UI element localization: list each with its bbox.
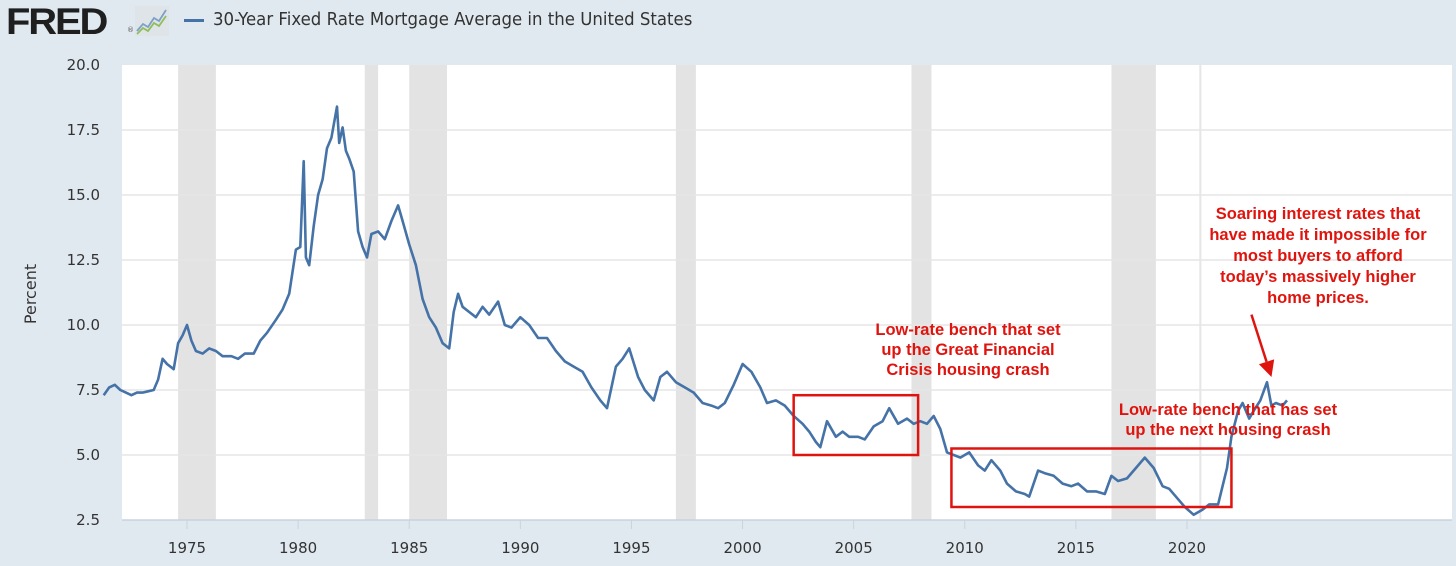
recession-bands: [178, 65, 1156, 520]
x-tick-label: 2005: [835, 539, 873, 557]
annotation-arrow: [1250, 314, 1268, 363]
x-tick-label: 2015: [1057, 539, 1095, 557]
annotation-next-crash: Low-rate bench that has set up the next …: [1098, 400, 1358, 440]
x-tick-label: 1985: [390, 539, 428, 557]
y-axis-label: Percent: [21, 264, 40, 324]
annotation-boxes: [792, 314, 1275, 509]
annotation-line: up the Great Financial: [881, 341, 1055, 359]
chart-title: 30-Year Fixed Rate Mortgage Average in t…: [213, 9, 693, 30]
x-tick-label: 2000: [723, 539, 761, 557]
recession-band: [911, 65, 932, 520]
x-tick-label: 1995: [612, 539, 650, 557]
y-tick-label: 5.0: [76, 446, 100, 464]
x-tick-label: 1975: [168, 539, 206, 557]
y-tick-label: 20.0: [67, 56, 100, 74]
y-tick-label: 12.5: [67, 251, 100, 269]
line-chart-icon: [135, 6, 169, 36]
y-tick-label: 17.5: [67, 121, 100, 139]
y-tick-label: 7.5: [76, 381, 100, 399]
x-tick-label: 1990: [501, 539, 539, 557]
annotation-line: Soaring interest rates that: [1215, 205, 1421, 223]
recession-band: [409, 65, 447, 520]
chart-header: FRED ® 30-Year Fixed Rate Mortgage Avera…: [0, 0, 1456, 42]
annotation-gfc: Low-rate bench that set up the Great Fin…: [858, 320, 1078, 380]
recession-band: [178, 65, 216, 520]
annotation-box: [950, 447, 1233, 509]
annotation-line: up the next housing crash: [1125, 421, 1331, 439]
recession-band: [1111, 65, 1156, 520]
annotation-line: home prices.: [1267, 289, 1369, 307]
x-tick-label: 2010: [946, 539, 984, 557]
annotation-box: [792, 393, 920, 457]
fred-logo[interactable]: FRED: [6, 1, 108, 42]
annotation-arrow-head: [1258, 359, 1275, 377]
annotation-line: Crisis housing crash: [886, 361, 1050, 379]
y-tick-label: 10.0: [67, 316, 100, 334]
annotation-line: Low-rate bench that has set: [1118, 401, 1338, 419]
annotation-line: Low-rate bench that set: [875, 321, 1061, 339]
x-axis: 1975 1980 1985 1990 1995 2000 2005 2010 2015 2020: [122, 519, 1452, 557]
x-tick-label: 2020: [1168, 539, 1206, 557]
annotation-line: today’s massively higher: [1220, 268, 1416, 286]
x-tick-label: 1980: [279, 539, 317, 557]
y-tick-label: 2.5: [76, 511, 100, 529]
y-axis: 2.5 5.0 7.5 10.0 12.5 15.0 17.5 20.0: [67, 56, 100, 529]
registered-mark: ®: [127, 26, 134, 34]
annotation-soaring-rates: Soaring interest rates that have made it…: [1180, 204, 1456, 309]
series-line[interactable]: [102, 105, 1288, 517]
annotation-line: have made it impossible for: [1209, 226, 1427, 244]
y-tick-label: 15.0: [67, 186, 100, 204]
annotation-line: most buyers to afford: [1233, 247, 1403, 265]
recession-band: [364, 65, 379, 520]
recession-band: [675, 65, 696, 520]
legend-series-swatch: [184, 19, 204, 22]
